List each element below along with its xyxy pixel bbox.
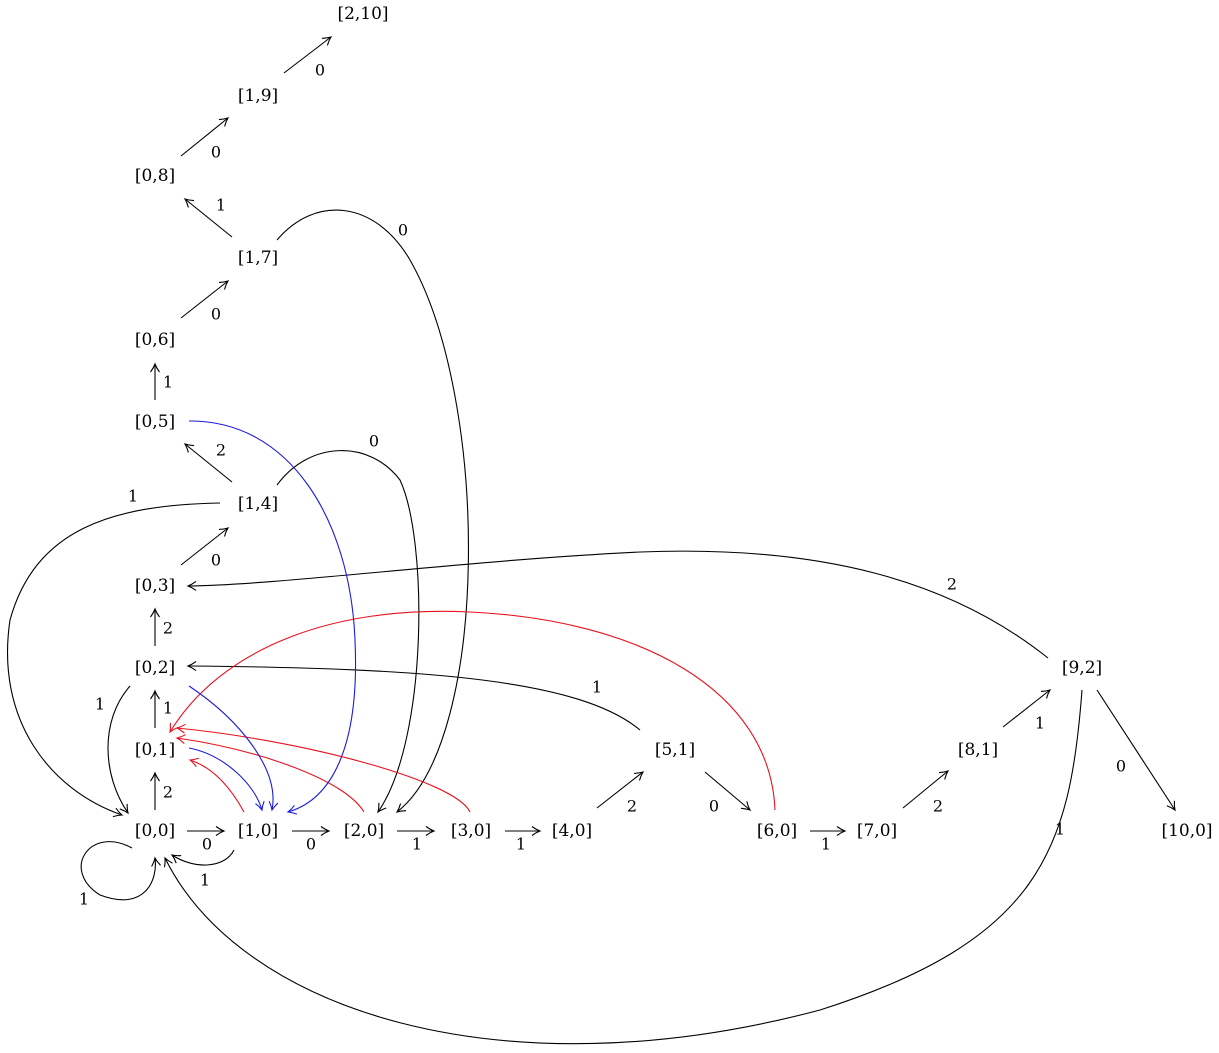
edge-label: 2 bbox=[163, 619, 173, 638]
edge-4-0-to-5-1 bbox=[596, 771, 645, 809]
edge-label: 0 bbox=[306, 835, 316, 854]
node-3-0: [3,0] bbox=[451, 821, 491, 841]
edges-blue bbox=[188, 420, 357, 815]
edge-label: 2 bbox=[933, 797, 943, 816]
edge-label: 0 bbox=[709, 797, 719, 816]
edge-label: 0 bbox=[211, 305, 221, 324]
edge-1-4-to-2-0 bbox=[276, 450, 420, 814]
edge-label: 1 bbox=[216, 196, 226, 215]
edge-label: 1 bbox=[1035, 714, 1045, 733]
edge-0-3-to-1-4 bbox=[180, 527, 230, 566]
node-7-0: [7,0] bbox=[857, 821, 897, 841]
edge-label: 0 bbox=[398, 221, 408, 240]
edge-blue-0-1-to-1-0 bbox=[188, 747, 265, 812]
node-2-0: [2,0] bbox=[344, 821, 384, 841]
edge-label: 0 bbox=[1116, 757, 1126, 776]
node-0-8: [0,8] bbox=[135, 166, 175, 186]
node-0-2: [0,2] bbox=[135, 658, 175, 678]
edge-0-8-to-1-9 bbox=[180, 117, 230, 157]
edge-1-7-to-2-0 bbox=[276, 209, 470, 813]
node-1-4: [1,4] bbox=[238, 494, 278, 514]
edge-1-4-to-0-0 bbox=[6, 502, 221, 818]
edge-label: 0 bbox=[315, 61, 325, 80]
edges-black bbox=[6, 36, 1176, 1045]
node-0-5: [0,5] bbox=[135, 412, 175, 432]
edge-9-2-to-0-0 bbox=[163, 689, 1083, 1045]
edge-1-7-to-0-8 bbox=[183, 198, 233, 238]
edge-1-9-to-2-10 bbox=[283, 36, 333, 74]
edge-label: 2 bbox=[627, 797, 637, 816]
edge-label: 1 bbox=[516, 835, 526, 854]
edge-label: 1 bbox=[128, 487, 138, 506]
node-10-0: [10,0] bbox=[1161, 821, 1212, 841]
node-6-0: [6,0] bbox=[757, 821, 797, 841]
edge-label: 1 bbox=[95, 695, 105, 714]
edge-blue-0-5-to-1-0 bbox=[188, 420, 357, 815]
edge-label: 1 bbox=[163, 699, 173, 718]
edge-0-6-to-1-7 bbox=[180, 280, 230, 319]
edge-label: 1 bbox=[163, 373, 173, 392]
edge-label: 2 bbox=[163, 783, 173, 802]
edge-label: 1 bbox=[592, 678, 602, 697]
edge-red-3-0-to-0-1 bbox=[175, 723, 471, 813]
node-9-2: [9,2] bbox=[1062, 658, 1102, 678]
edge-8-1-to-9-2 bbox=[1002, 689, 1052, 728]
edge-1-0-to-0-0 bbox=[170, 849, 235, 866]
node-4-0: [4,0] bbox=[552, 821, 592, 841]
edge-5-1-to-6-0 bbox=[704, 771, 752, 812]
edge-red-2-0-to-0-1 bbox=[175, 734, 365, 813]
edge-9-2-to-0-3 bbox=[186, 550, 1049, 659]
edge-1-4-to-0-5 bbox=[183, 443, 233, 483]
edge-label: 1 bbox=[1055, 820, 1065, 839]
node-0-3: [0,3] bbox=[135, 576, 175, 596]
edge-label: 2 bbox=[947, 575, 957, 594]
edge-labels: 0 0 1 1 2 0 1 2 1 0 2 1 1 1 1 2 1 2 1 0 … bbox=[79, 61, 1126, 909]
edge-label: 2 bbox=[216, 441, 226, 460]
edges-red bbox=[169, 610, 776, 813]
node-0-0: [0,0] bbox=[135, 821, 175, 841]
edge-label: 1 bbox=[412, 835, 422, 854]
node-1-9: [1,9] bbox=[238, 86, 278, 106]
nodes: [0,0] [1,0] [2,0] [3,0] [4,0] [5,1] [6,0… bbox=[135, 4, 1213, 841]
edge-red-6-0-to-0-1 bbox=[169, 610, 776, 811]
node-0-6: [0,6] bbox=[135, 330, 175, 350]
edge-0-0-loop bbox=[80, 841, 161, 901]
edge-red-1-0-to-0-1 bbox=[188, 757, 245, 813]
edge-label: 1 bbox=[821, 835, 831, 854]
node-0-1: [0,1] bbox=[135, 740, 175, 760]
edge-label: 0 bbox=[202, 835, 212, 854]
edge-label: 0 bbox=[369, 432, 379, 451]
edge-label: 1 bbox=[79, 890, 89, 909]
node-2-10: [2,10] bbox=[337, 4, 388, 24]
edge-9-2-to-10-0 bbox=[1096, 689, 1176, 812]
edge-label: 0 bbox=[211, 143, 221, 162]
edge-7-0-to-8-1 bbox=[902, 770, 950, 809]
node-1-7: [1,7] bbox=[238, 248, 278, 268]
node-8-1: [8,1] bbox=[958, 740, 998, 760]
node-1-0: [1,0] bbox=[238, 821, 278, 841]
edge-label: 1 bbox=[200, 871, 210, 890]
edge-5-1-to-0-2 bbox=[186, 661, 641, 731]
edge-blue-0-2-to-1-0 bbox=[188, 685, 279, 812]
node-5-1: [5,1] bbox=[655, 740, 695, 760]
edge-label: 0 bbox=[211, 551, 221, 570]
edge-0-2-to-0-0 bbox=[107, 685, 131, 815]
